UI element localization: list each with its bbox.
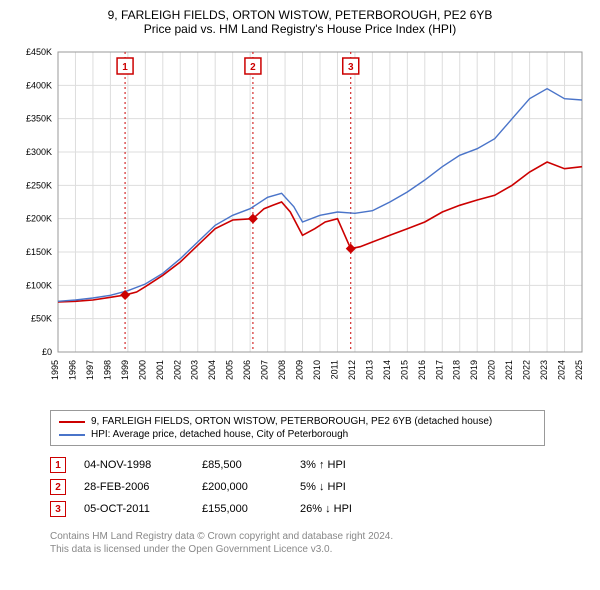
chart-svg: £0 £50K £100K £150K £200K £250K £300K £350K £400… <box>10 42 590 402</box>
y-tick-label: £200K <box>26 214 52 224</box>
x-tick-label: 2006 <box>242 360 252 380</box>
x-tick-label: 2001 <box>155 360 165 380</box>
x-tick-label: 2021 <box>504 360 514 380</box>
sale-row: 2 28-FEB-2006 £200,000 5% ↓ HPI <box>50 476 590 498</box>
sale-price: £85,500 <box>202 459 282 471</box>
y-tick-label: £100K <box>26 280 52 290</box>
x-tick-label: 2014 <box>382 360 392 380</box>
chart-subtitle: Price paid vs. HM Land Registry's House … <box>10 22 590 36</box>
sale-badge: 3 <box>50 501 66 517</box>
y-tick-label: £400K <box>26 80 52 90</box>
sale-date: 28-FEB-2006 <box>84 481 184 493</box>
x-tick-label: 1995 <box>50 360 60 380</box>
legend-row: HPI: Average price, detached house, City… <box>59 428 536 441</box>
footer-line-2: This data is licensed under the Open Gov… <box>50 543 590 556</box>
x-tick-label: 2003 <box>190 360 200 380</box>
sale-row: 1 04-NOV-1998 £85,500 3% ↑ HPI <box>50 454 590 476</box>
legend-swatch <box>59 421 85 423</box>
x-tick-label: 2023 <box>539 360 549 380</box>
x-tick-label: 2022 <box>522 360 532 380</box>
x-tick-label: 2016 <box>417 360 427 380</box>
sale-delta: 3% ↑ HPI <box>300 459 390 471</box>
x-tick-label: 2025 <box>574 360 584 380</box>
x-tick-label: 2019 <box>469 360 479 380</box>
sale-date: 04-NOV-1998 <box>84 459 184 471</box>
x-tick-label: 2007 <box>260 360 270 380</box>
sale-price: £155,000 <box>202 503 282 515</box>
x-tick-label: 2018 <box>452 360 462 380</box>
x-tick-label: 2010 <box>312 360 322 380</box>
x-tick-label: 2015 <box>399 360 409 380</box>
x-tick-label: 2008 <box>277 360 287 380</box>
x-tick-label: 2024 <box>557 360 567 380</box>
x-tick-label: 2017 <box>434 360 444 380</box>
y-tick-label: £250K <box>26 180 52 190</box>
footer-attribution: Contains HM Land Registry data © Crown c… <box>50 530 590 556</box>
chart-title: 9, FARLEIGH FIELDS, ORTON WISTOW, PETERB… <box>10 8 590 22</box>
sale-delta: 5% ↓ HPI <box>300 481 390 493</box>
x-tick-label: 1996 <box>67 360 77 380</box>
x-tick-label: 1999 <box>120 360 130 380</box>
legend-label: HPI: Average price, detached house, City… <box>91 429 348 440</box>
y-tick-label: £300K <box>26 147 52 157</box>
sale-marker-id: 3 <box>348 62 354 73</box>
legend-swatch <box>59 434 85 436</box>
y-tick-label: £150K <box>26 247 52 257</box>
legend-label: 9, FARLEIGH FIELDS, ORTON WISTOW, PETERB… <box>91 416 492 427</box>
sale-marker-id: 1 <box>122 62 128 73</box>
legend-row: 9, FARLEIGH FIELDS, ORTON WISTOW, PETERB… <box>59 415 536 428</box>
sale-marker-point <box>120 290 130 300</box>
y-tick-label: £450K <box>26 47 52 57</box>
sale-date: 05-OCT-2011 <box>84 503 184 515</box>
x-tick-label: 2009 <box>295 360 305 380</box>
x-tick-label: 2000 <box>137 360 147 380</box>
legend: 9, FARLEIGH FIELDS, ORTON WISTOW, PETERB… <box>50 410 545 446</box>
x-tick-label: 2011 <box>329 360 339 379</box>
x-tick-label: 2002 <box>172 360 182 380</box>
sale-badge: 2 <box>50 479 66 495</box>
x-tick-label: 1997 <box>85 360 95 380</box>
x-tick-label: 2020 <box>487 360 497 380</box>
chart-area: £0 £50K £100K £150K £200K £250K £300K £350K £400… <box>10 42 590 402</box>
sales-table: 1 04-NOV-1998 £85,500 3% ↑ HPI 2 28-FEB-2006 £… <box>50 454 590 520</box>
sale-row: 3 05-OCT-2011 £155,000 26% ↓ HPI <box>50 498 590 520</box>
x-tick-label: 2012 <box>347 360 357 380</box>
sale-price: £200,000 <box>202 481 282 493</box>
y-tick-label: £350K <box>26 114 52 124</box>
y-tick-label: £0 <box>42 347 52 357</box>
y-tick-label: £50K <box>31 314 52 324</box>
x-tick-label: 1998 <box>102 360 112 380</box>
footer-line-1: Contains HM Land Registry data © Crown c… <box>50 530 590 543</box>
sale-badge: 1 <box>50 457 66 473</box>
x-tick-label: 2004 <box>207 360 217 380</box>
sale-marker-id: 2 <box>250 62 256 73</box>
sale-delta: 26% ↓ HPI <box>300 503 390 515</box>
x-tick-label: 2013 <box>364 360 374 380</box>
x-tick-label: 2005 <box>225 360 235 380</box>
